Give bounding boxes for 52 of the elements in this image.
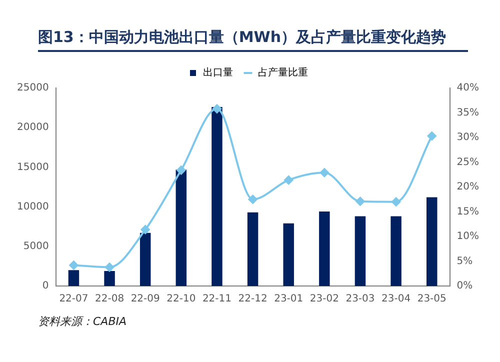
bar	[283, 223, 294, 286]
y2-tick-label: 5%	[456, 256, 473, 267]
bar	[390, 216, 402, 286]
bar	[68, 270, 80, 286]
point	[427, 132, 436, 141]
chart-title: 图13：中国动力电池出口量（MWh）及占产量比重变化趋势	[38, 28, 468, 52]
y-tick-label: 25000	[17, 82, 49, 94]
point	[248, 194, 258, 204]
x-tick-label: 22-10	[166, 294, 196, 305]
y2-tick-label: 15%	[456, 206, 480, 218]
legend-label: 出口量	[203, 66, 233, 79]
y-tick-label: 5000	[23, 240, 49, 252]
bar	[140, 232, 151, 286]
point	[356, 196, 365, 206]
y-tick-label: 20000	[17, 122, 49, 134]
y-tick-label: 10000	[17, 201, 49, 212]
point	[69, 260, 78, 270]
x-tick-label: 22-09	[130, 294, 160, 305]
y-tick-label: 0	[42, 280, 49, 292]
y2-tick-label: 0%	[456, 280, 473, 292]
y-tick-label: 15000	[17, 162, 49, 173]
x-tick-label: 23-02	[310, 294, 339, 305]
x-tick-label: 22-08	[95, 294, 124, 305]
y2-tick-label: 40%	[456, 82, 480, 94]
point	[105, 262, 114, 272]
y2-tick-label: 30%	[456, 132, 480, 144]
bar	[176, 170, 187, 286]
point	[176, 166, 186, 175]
x-tick-label: 23-04	[382, 294, 411, 305]
y2-tick-label: 35%	[456, 107, 480, 118]
x-tick-label: 22-07	[59, 294, 88, 305]
text: 资料来源：CABIA	[38, 314, 127, 329]
x-tick-label: 23-01	[274, 294, 304, 305]
x-tick-label: 22-12	[238, 294, 268, 305]
y2-tick-label: 10%	[456, 231, 480, 242]
bar	[354, 216, 366, 286]
y2-tick-label: 20%	[456, 182, 480, 193]
x-tick-label: 23-03	[346, 294, 375, 305]
point	[392, 197, 401, 206]
point	[284, 176, 294, 185]
bar	[319, 212, 330, 286]
bar	[426, 197, 438, 286]
legend-label: 占产量比重	[258, 66, 308, 79]
point	[140, 225, 150, 234]
bar	[212, 107, 222, 286]
x-tick-label: 23-05	[417, 294, 446, 305]
point	[320, 168, 329, 178]
y2-tick-label: 25%	[456, 156, 480, 168]
bar	[104, 270, 115, 286]
x-tick-label: 22-11	[202, 294, 232, 305]
bar	[247, 212, 258, 286]
point	[212, 104, 222, 114]
